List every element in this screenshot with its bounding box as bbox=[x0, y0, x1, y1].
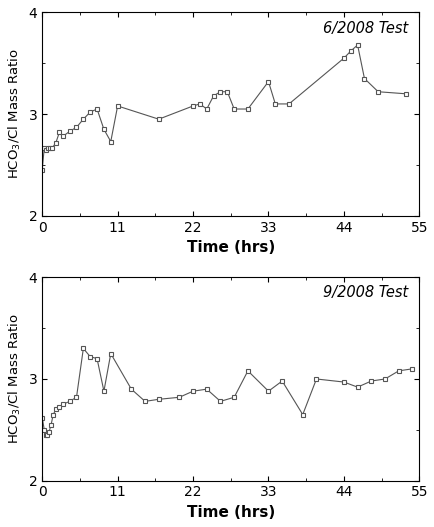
Y-axis label: HCO$_3$/Cl Mass Ratio: HCO$_3$/Cl Mass Ratio bbox=[7, 314, 23, 444]
X-axis label: Time (hrs): Time (hrs) bbox=[186, 505, 274, 520]
Y-axis label: HCO$_3$/Cl Mass Ratio: HCO$_3$/Cl Mass Ratio bbox=[7, 48, 23, 180]
Text: 9/2008 Test: 9/2008 Test bbox=[322, 286, 407, 300]
X-axis label: Time (hrs): Time (hrs) bbox=[186, 240, 274, 255]
Text: 6/2008 Test: 6/2008 Test bbox=[322, 21, 407, 36]
